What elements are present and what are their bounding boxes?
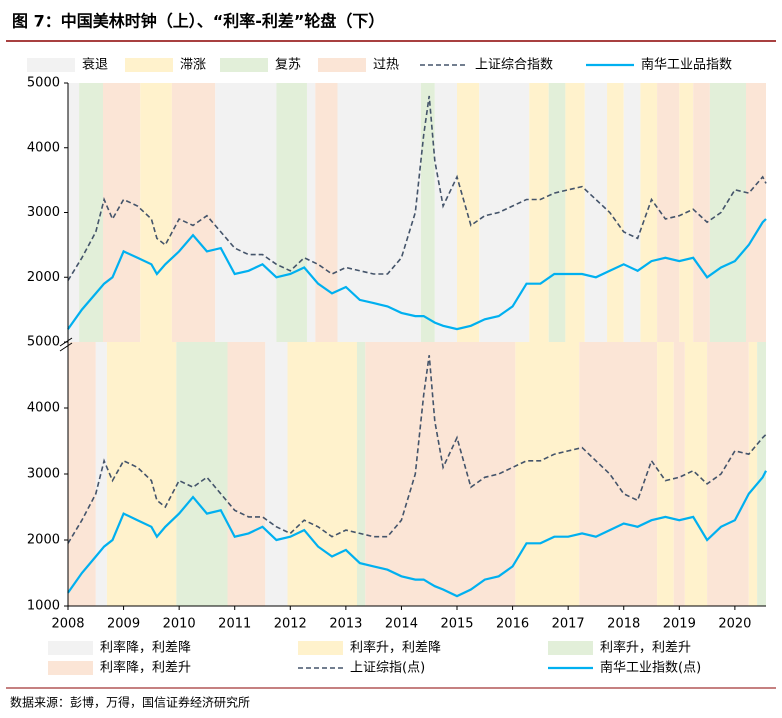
phase-band (640, 83, 658, 342)
phase-band (306, 83, 316, 342)
phase-band (745, 83, 766, 342)
phase-band (287, 342, 357, 606)
legend-label: 上证综指(点) (350, 661, 425, 676)
phase-band (623, 83, 641, 342)
legend-label: 南华工业品指数 (641, 57, 732, 73)
y-tick-label: 2000 (27, 270, 60, 285)
x-tick-label: 2011 (218, 617, 251, 632)
legend-label: 利率升，利差升 (600, 640, 691, 656)
legend-swatch (220, 58, 268, 72)
x-tick-label: 2019 (663, 617, 696, 632)
x-tick-label: 2009 (107, 617, 140, 632)
legend-swatch (298, 641, 343, 655)
series-line (67, 470, 767, 598)
phase-band (579, 342, 658, 606)
y-tick-label: 4000 (27, 140, 60, 155)
legend-label: 上证综合指数 (475, 58, 553, 73)
phase-band (79, 83, 104, 342)
x-tick-label: 2010 (163, 617, 196, 632)
legend-label: 衰退 (82, 57, 108, 73)
legend-label: 滞涨 (180, 58, 206, 73)
series-line (67, 355, 767, 544)
phase-band (95, 342, 107, 606)
x-tick-label: 2008 (51, 617, 84, 632)
x-tick-label: 2015 (440, 617, 473, 632)
y-tick-label: 5000 (27, 335, 60, 350)
y-tick-label: 3000 (27, 467, 60, 482)
series-line (67, 218, 767, 331)
legend-swatch (318, 58, 366, 72)
phase-band (106, 342, 177, 606)
phase-band (565, 83, 585, 342)
x-tick-label: 2016 (496, 617, 529, 632)
phase-band (479, 83, 530, 342)
phase-band (227, 342, 266, 606)
phase-band (434, 83, 458, 342)
y-tick-label: 1000 (27, 599, 60, 614)
page-title: 图 7：中国美林时钟（上）、“利率-利差”轮盘（下） (12, 12, 384, 31)
plots: 2000 3000 4000 5000 衰退 滞涨 复苏 过热 上证综合指数 南华工业品指数 100… (20, 55, 772, 676)
legend-bg (20, 55, 772, 76)
y-tick-label: 5000 (27, 76, 60, 91)
legend-swatch (27, 58, 75, 72)
phase-band (515, 342, 580, 606)
phase-band (529, 83, 549, 342)
phase-band (365, 342, 516, 606)
x-tick-label: 2017 (552, 617, 585, 632)
phase-band (748, 342, 758, 606)
x-tick-label: 2013 (329, 617, 362, 632)
source: 数据来源：彭博，万得，国信证券经济研究所 (10, 695, 250, 710)
phase-band (607, 83, 624, 342)
legend-label: 利率降，利差降 (100, 640, 191, 656)
y-tick-label: 2000 (27, 533, 60, 548)
phase-band (657, 83, 680, 342)
phase-band (673, 342, 685, 606)
legend-swatch (548, 641, 593, 655)
phase-band (420, 83, 435, 342)
legend-swatch (125, 58, 173, 72)
phase-band (707, 342, 749, 606)
phase-band (171, 83, 216, 342)
phase-band (337, 83, 421, 342)
phase-band (757, 342, 766, 606)
phase-band (709, 83, 746, 342)
phase-band (657, 342, 674, 606)
axis-break (59, 337, 73, 352)
phase-band (584, 83, 608, 342)
x-tick-label: 2012 (274, 617, 307, 632)
phase-band (140, 83, 172, 342)
legend-label: 利率降，利差升 (100, 660, 191, 676)
y-tick-label: 3000 (27, 205, 60, 220)
x-tick-label: 2020 (718, 617, 751, 632)
legend-label: 复苏 (275, 57, 301, 73)
phase-band (103, 83, 141, 342)
series-line (67, 95, 767, 281)
phase-band (265, 342, 288, 606)
x-tick-label: 2018 (607, 617, 640, 632)
x-tick-label: 2014 (385, 617, 418, 632)
phase-band (276, 83, 307, 342)
phase-band (693, 83, 710, 342)
legend-label: 过热 (373, 58, 399, 73)
phase-band (457, 83, 480, 342)
phase-band (215, 83, 277, 342)
y-tick-label: 4000 (27, 401, 60, 416)
phase-band (315, 83, 338, 342)
phase-band (176, 342, 228, 606)
phase-band (548, 83, 566, 342)
legend-swatch (48, 661, 93, 675)
phase-band (68, 83, 80, 342)
legend-swatch (48, 641, 93, 655)
legend-label: 南华工业指数(点) (600, 660, 701, 676)
phase-band (356, 342, 366, 606)
legend-label: 利率升，利差降 (350, 640, 441, 656)
phase-band (68, 342, 96, 606)
